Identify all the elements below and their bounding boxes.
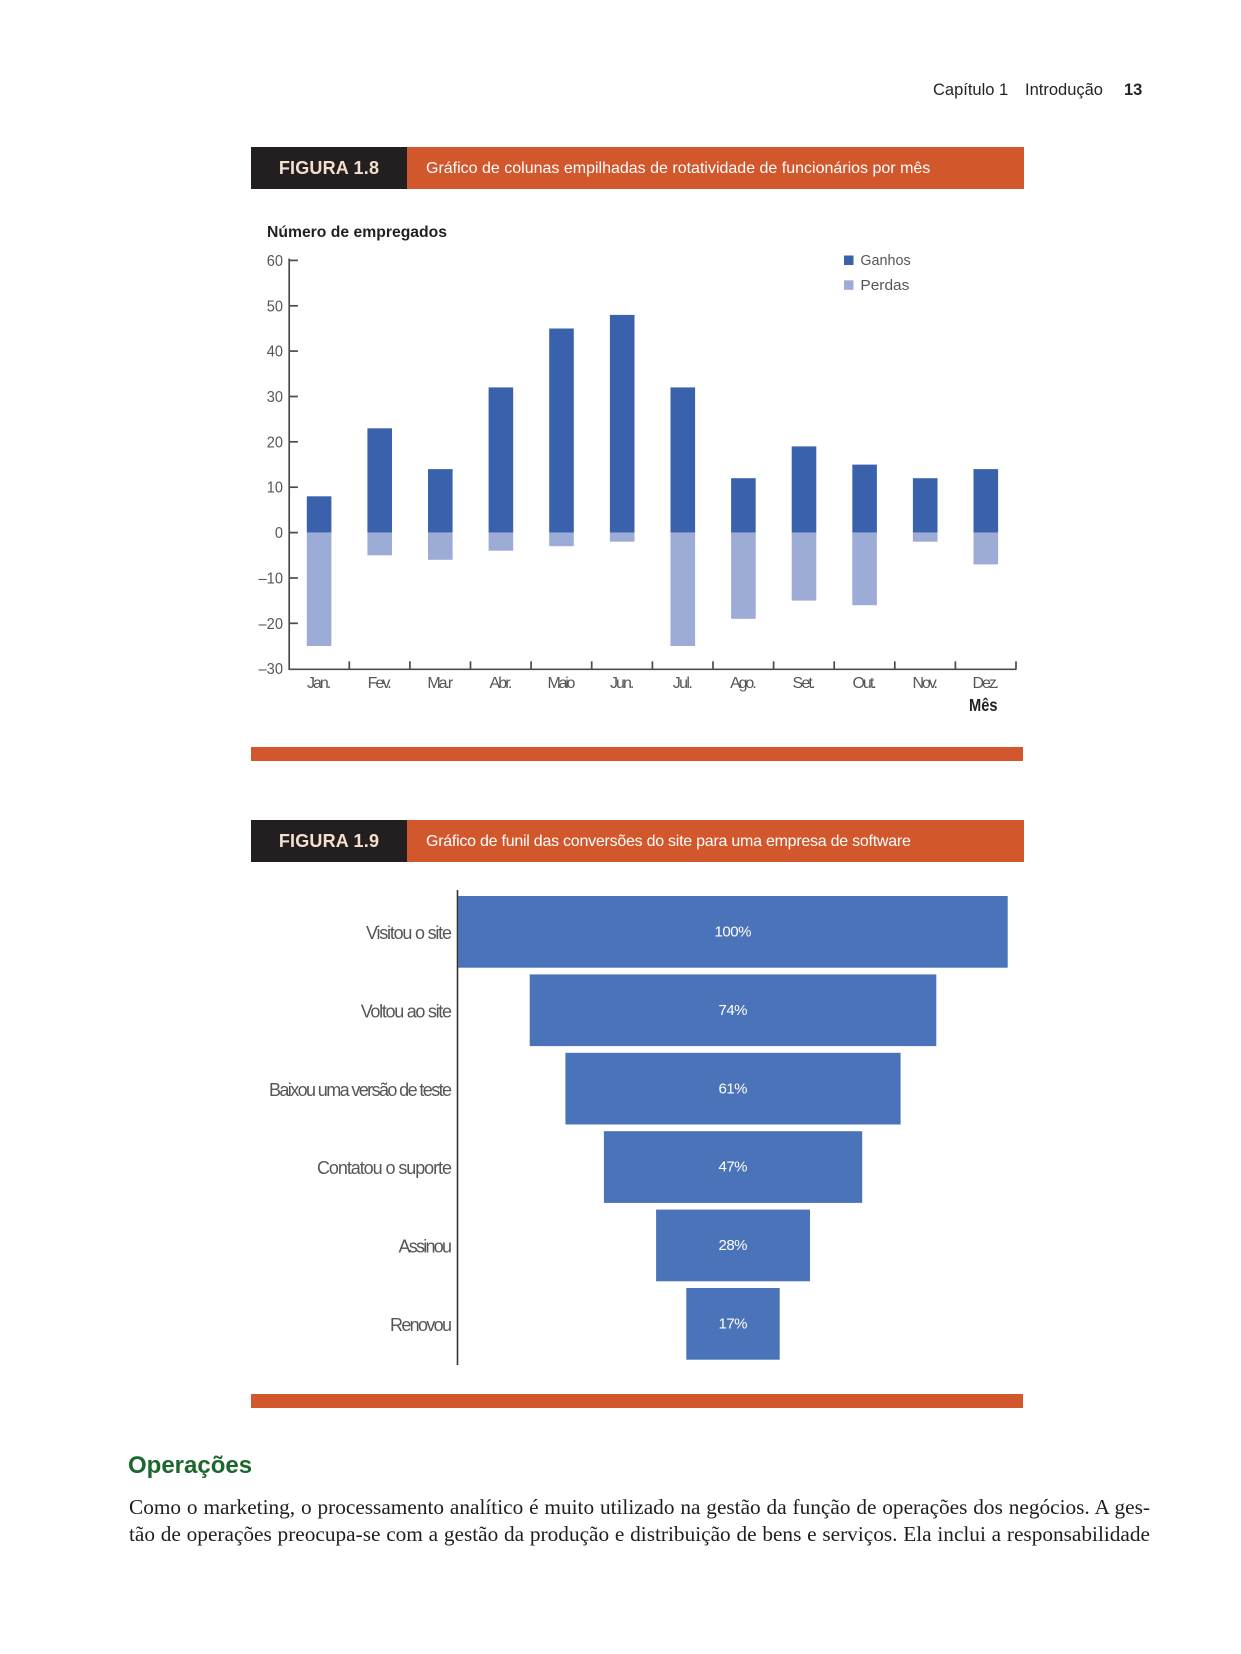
svg-text:Set.: Set.	[793, 675, 816, 692]
svg-text:47%: 47%	[719, 1159, 748, 1176]
svg-text:20: 20	[267, 434, 283, 451]
svg-text:60: 60	[267, 253, 283, 270]
svg-text:0: 0	[275, 525, 283, 542]
svg-text:Voltou ao site: Voltou ao site	[361, 1001, 452, 1021]
svg-text:–30: –30	[259, 661, 284, 678]
svg-text:Maio: Maio	[548, 675, 576, 692]
svg-text:Jan.: Jan.	[307, 675, 331, 692]
svg-text:–10: –10	[259, 571, 284, 588]
svg-text:10: 10	[267, 480, 283, 497]
svg-text:Visitou o site: Visitou o site	[366, 923, 452, 943]
svg-text:Ganhos: Ganhos	[860, 252, 910, 269]
svg-text:28%: 28%	[719, 1237, 748, 1254]
svg-text:74%: 74%	[719, 1002, 748, 1019]
svg-text:Jul.: Jul.	[673, 675, 693, 692]
svg-text:Fev.: Fev.	[368, 675, 392, 692]
svg-text:Baixou uma versão de teste: Baixou uma versão de teste	[269, 1080, 452, 1100]
svg-text:Ma.r: Ma.r	[427, 675, 453, 692]
svg-text:Número de empregados: Número de empregados	[267, 224, 447, 241]
svg-text:17%: 17%	[719, 1316, 748, 1333]
svg-text:Contatou o suporte: Contatou o suporte	[317, 1158, 452, 1178]
svg-text:50: 50	[267, 298, 283, 315]
svg-text:Out.: Out.	[852, 675, 876, 692]
svg-text:–20: –20	[259, 616, 284, 633]
svg-text:Dez.: Dez.	[973, 675, 1000, 692]
svg-text:Nov.: Nov.	[912, 675, 938, 692]
svg-text:30: 30	[267, 389, 283, 406]
svg-text:Perdas: Perdas	[860, 277, 909, 294]
svg-text:Assinou: Assinou	[399, 1237, 453, 1257]
svg-text:100%: 100%	[715, 924, 752, 941]
svg-text:40: 40	[267, 344, 283, 361]
svg-text:Jun.: Jun.	[610, 675, 634, 692]
svg-text:Ago.: Ago.	[730, 675, 757, 692]
svg-text:Abr.: Abr.	[489, 675, 512, 692]
svg-text:Renovou: Renovou	[390, 1315, 452, 1335]
svg-text:61%: 61%	[719, 1080, 748, 1097]
svg-text:Mês: Mês	[969, 695, 998, 715]
